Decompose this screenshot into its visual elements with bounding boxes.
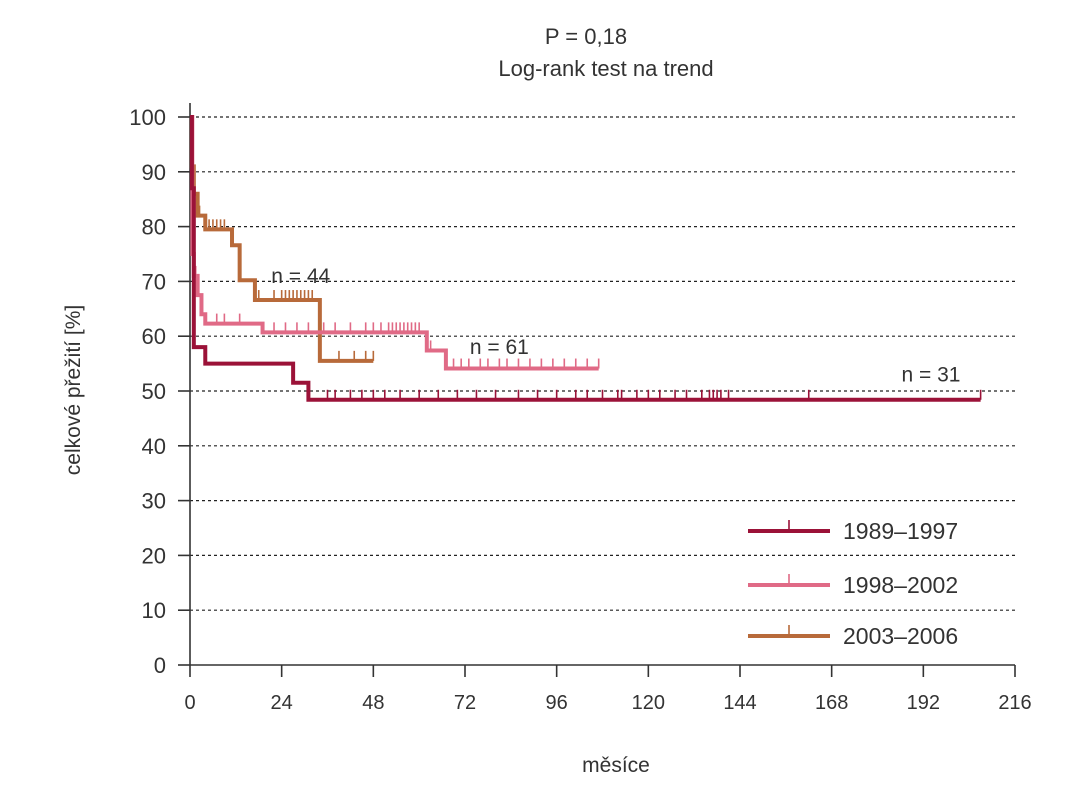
y-tick-labels: 0 10 20 30 40 50 60 70 80 90 100 <box>129 105 190 678</box>
legend: 1989–1997 1998–2002 2003–2006 <box>748 518 958 649</box>
y-tick-label: 20 <box>142 543 166 568</box>
survival-curves <box>189 115 982 402</box>
x-tick-label: 120 <box>632 692 665 714</box>
legend-item: 1998–2002 <box>748 572 958 598</box>
y-tick-label: 90 <box>142 160 166 185</box>
n-label: n = 31 <box>901 364 960 387</box>
y-tick-label: 50 <box>142 379 166 404</box>
chart-title: P = 0,18 <box>545 24 627 49</box>
y-tick-label: 40 <box>142 434 166 459</box>
y-tick-label: 80 <box>142 215 166 240</box>
x-tick-label: 48 <box>362 692 384 714</box>
chart-subtitle: Log-rank test na trend <box>498 56 713 81</box>
legend-item: 1989–1997 <box>748 518 958 544</box>
x-tick-label: 24 <box>271 692 293 714</box>
y-tick-label: 10 <box>142 598 166 623</box>
x-tick-label: 96 <box>546 692 568 714</box>
y-tick-label: 30 <box>142 489 166 514</box>
y-tick-label: 60 <box>142 324 166 349</box>
legend-item: 2003–2006 <box>748 623 958 649</box>
y-tick-label: 70 <box>142 269 166 294</box>
series-1998–2002 <box>190 115 600 371</box>
x-tick-label: 168 <box>815 692 848 714</box>
x-tick-label: 192 <box>907 692 940 714</box>
x-tick-label: 0 <box>184 692 195 714</box>
n-label: n = 61 <box>470 336 529 359</box>
legend-label: 1998–2002 <box>843 572 958 598</box>
axes <box>189 103 1015 666</box>
survival-curve <box>189 115 981 402</box>
x-tick-labels: 0 24 48 72 96 120 144 168 192 216 <box>184 665 1032 714</box>
n-labels: n = 44 n = 61 n = 31 <box>271 265 960 387</box>
x-tick-label: 216 <box>998 692 1031 714</box>
series-1989–1997 <box>189 115 982 402</box>
n-label: n = 44 <box>271 265 330 288</box>
survival-curve <box>190 115 599 371</box>
x-axis-label: měsíce <box>582 754 650 777</box>
y-tick-label: 100 <box>129 105 166 130</box>
legend-label: 2003–2006 <box>843 623 958 649</box>
y-tick-label: 0 <box>154 653 166 678</box>
x-tick-label: 72 <box>454 692 476 714</box>
y-axis-label: celkové přežití [%] <box>62 305 85 475</box>
x-tick-label: 144 <box>723 692 756 714</box>
legend-label: 1989–1997 <box>843 518 958 544</box>
